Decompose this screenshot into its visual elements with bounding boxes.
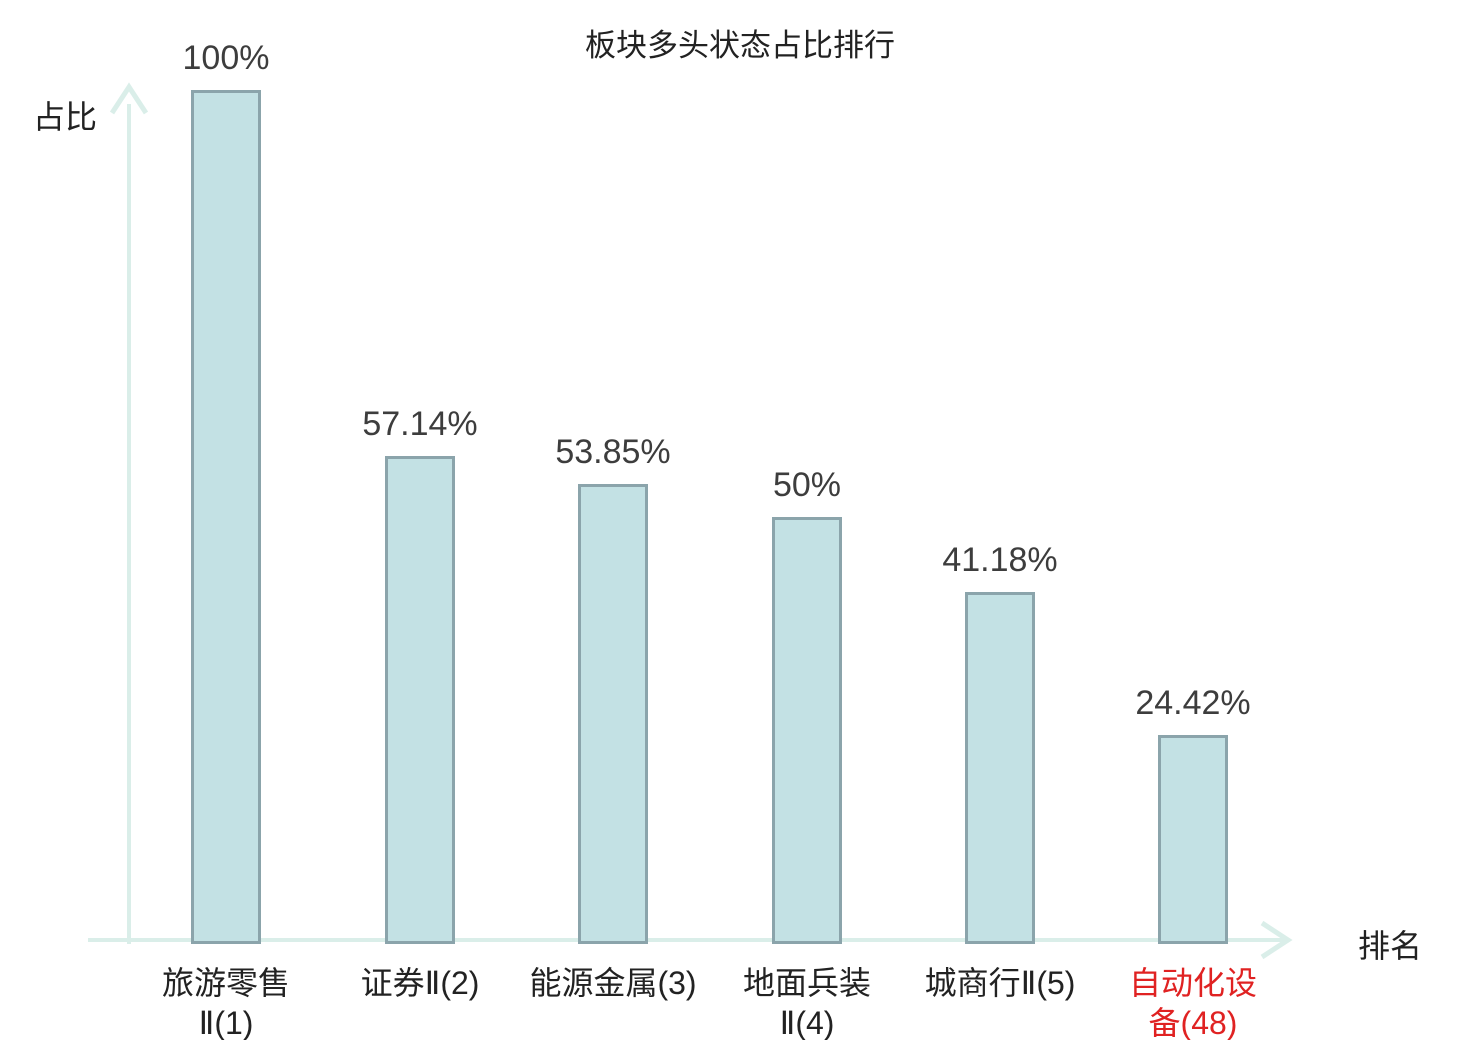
- bar: [1158, 735, 1228, 944]
- bar-category-label: 自动化设 备(48): [1128, 965, 1258, 1040]
- bar-category-label: 能源金属(3): [529, 965, 697, 1001]
- bar-value-label: 57.14%: [362, 405, 478, 443]
- y-axis-label: 占比: [33, 99, 98, 135]
- bar-value-label: 100%: [182, 39, 270, 77]
- bar: [772, 517, 842, 944]
- x-axis-label: 排名: [1358, 928, 1423, 964]
- bar-category-label: 旅游零售 Ⅱ(1): [161, 965, 291, 1040]
- bar: [191, 90, 261, 944]
- bar-category-label: 证券Ⅱ(2): [360, 965, 480, 1001]
- bar-category-label: 城商行Ⅱ(5): [924, 965, 1076, 1001]
- bar-value-label: 53.85%: [555, 433, 671, 471]
- bar: [385, 456, 455, 944]
- bar: [965, 592, 1035, 944]
- x-axis-arrowhead: [1260, 920, 1293, 960]
- bar-value-label: 24.42%: [1135, 684, 1251, 722]
- bar: [578, 484, 648, 944]
- bar-value-label: 50%: [772, 466, 842, 504]
- bar-category-label: 地面兵装 Ⅱ(4): [742, 965, 872, 1040]
- chart-title: 板块多头状态占比排行: [585, 28, 895, 63]
- bar-value-label: 41.18%: [942, 541, 1058, 579]
- y-axis-arrowhead: [109, 82, 149, 115]
